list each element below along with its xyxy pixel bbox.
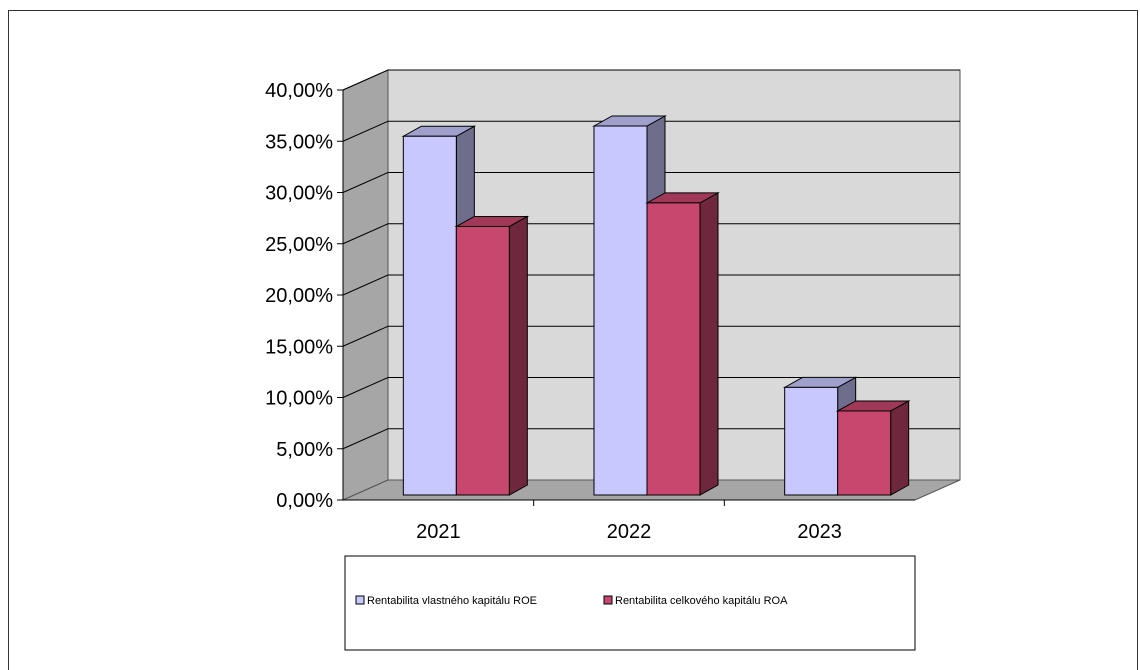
y-tick-label: 0,00% bbox=[276, 490, 333, 512]
legend-label-roe: Rentabilita vlastného kapitálu ROE bbox=[367, 595, 537, 607]
gridline-side bbox=[342, 120, 389, 142]
bar-2022-roa bbox=[646, 202, 701, 496]
y-tick-label: 20,00% bbox=[265, 285, 333, 307]
legend-swatch-roa bbox=[603, 595, 613, 605]
tick-labels: 0,00% 5,00% 10,00% 15,00% 20,00% 25,00% 30,00%… bbox=[265, 80, 842, 543]
gridline-side bbox=[342, 377, 389, 398]
chart-frame bbox=[8, 10, 1138, 670]
gridline-side bbox=[342, 274, 389, 296]
y-tick-label: 5,00% bbox=[276, 439, 333, 461]
x-tick-label: 2021 bbox=[416, 521, 461, 543]
legend-label-roa: Rentabilita celkového kapitálu ROA bbox=[615, 595, 788, 607]
bar-side-Rentabilita celkového kapitálu ROA bbox=[890, 400, 910, 496]
bar-2023-roe bbox=[784, 386, 839, 496]
bar-side-Rentabilita celkového kapitálu ROA bbox=[699, 192, 719, 496]
axes bbox=[337, 89, 915, 506]
gridline-side bbox=[342, 325, 389, 347]
y-tick-label: 35,00% bbox=[265, 131, 333, 153]
y-tick-label: 25,00% bbox=[265, 234, 333, 256]
x-tick-label: 2022 bbox=[607, 521, 652, 543]
bars bbox=[401, 115, 911, 496]
legend-box bbox=[344, 555, 916, 651]
y-tick-label: 40,00% bbox=[265, 80, 333, 102]
bar-2022-roe bbox=[593, 125, 648, 496]
x-tick-label: 2023 bbox=[797, 521, 842, 543]
bar-side-Rentabilita celkového kapitálu ROA bbox=[508, 215, 528, 496]
y-tick-label: 30,00% bbox=[265, 183, 333, 205]
bar-2023-roa bbox=[837, 410, 892, 496]
gridline-side bbox=[342, 428, 389, 450]
gridline-side bbox=[342, 223, 389, 245]
legend: Rentabilita vlastného kapitálu ROE Renta… bbox=[344, 555, 916, 651]
y-tick-label: 15,00% bbox=[265, 336, 333, 358]
gridline-side bbox=[342, 172, 389, 193]
gridline-side bbox=[342, 69, 389, 91]
y-tick-label: 10,00% bbox=[265, 388, 333, 410]
bar-2021-roa bbox=[455, 225, 510, 496]
legend-swatch-roe bbox=[355, 595, 365, 605]
bar-2021-roe bbox=[402, 135, 457, 496]
